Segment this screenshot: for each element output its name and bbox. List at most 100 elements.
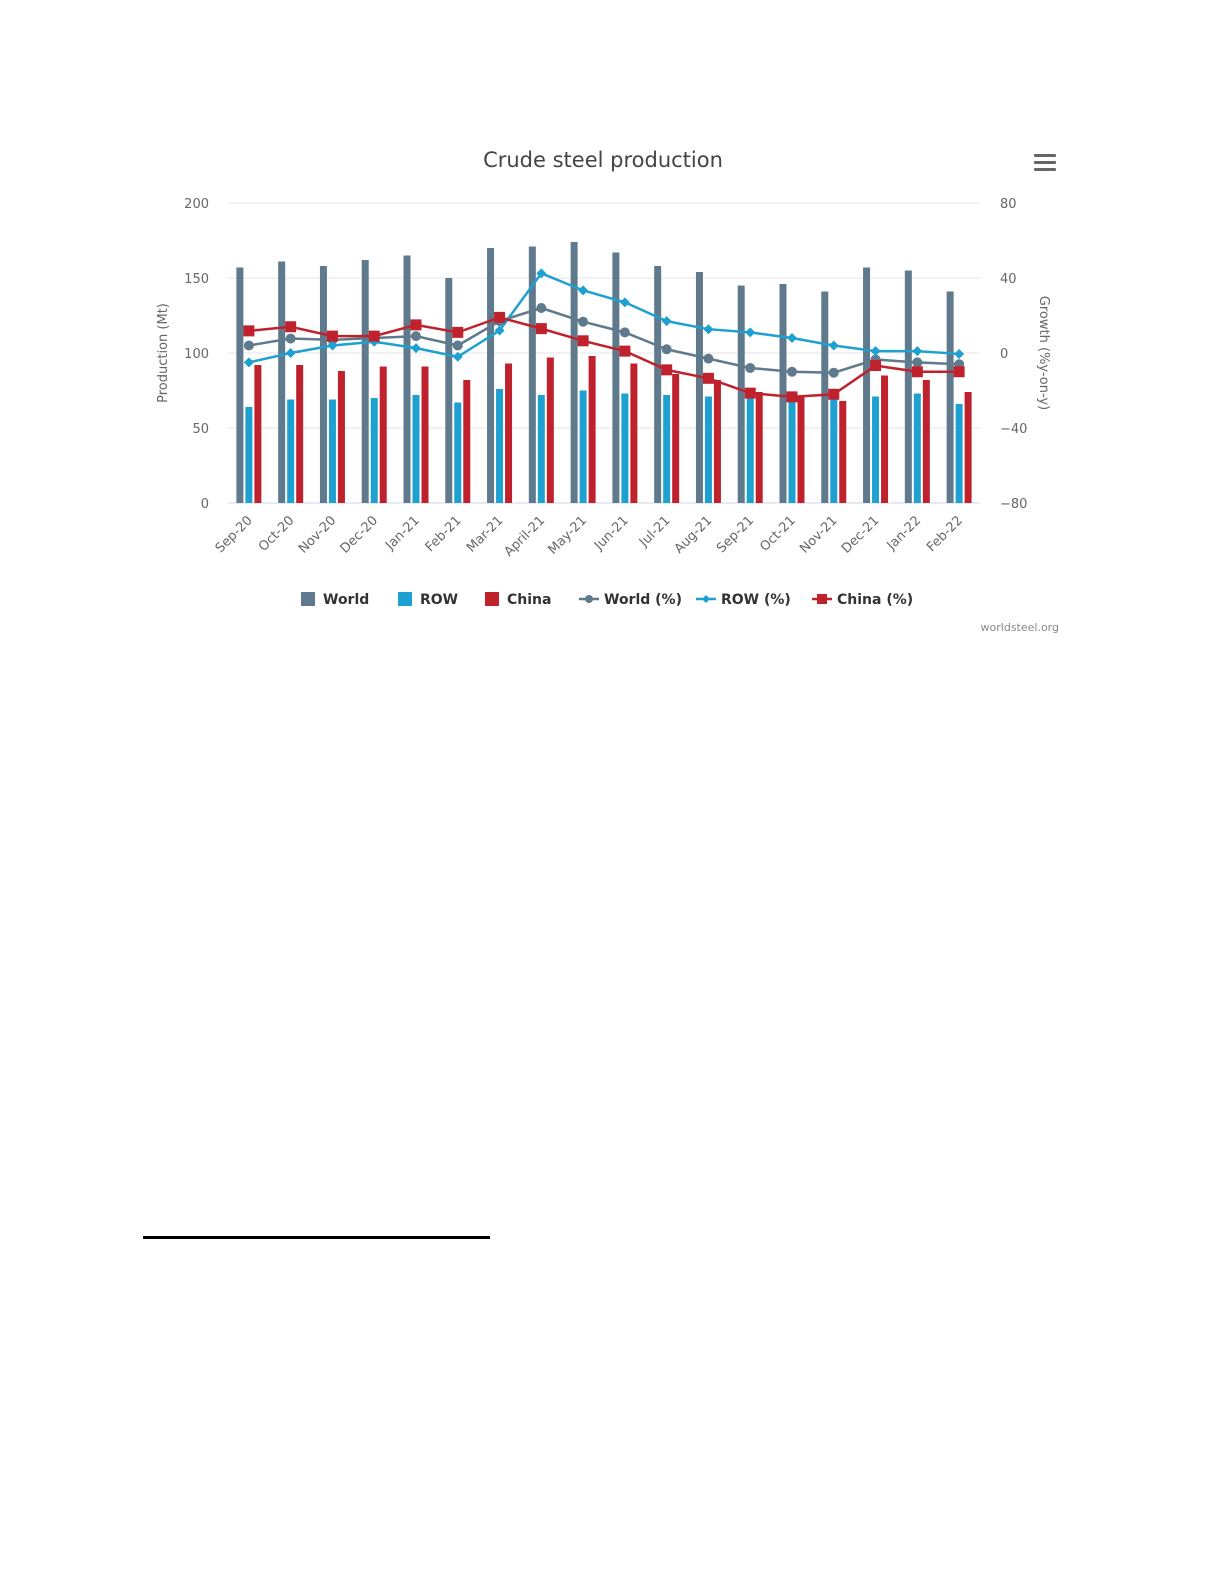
marker-square bbox=[744, 387, 756, 399]
bar-china bbox=[839, 401, 847, 503]
bar-row bbox=[328, 399, 336, 503]
marker-circle bbox=[285, 333, 296, 344]
bar-row bbox=[454, 402, 462, 503]
bar-china bbox=[922, 380, 930, 503]
marker-diamond bbox=[661, 316, 672, 327]
legend-label: China bbox=[507, 592, 551, 608]
marker-square bbox=[243, 325, 255, 337]
marker-circle bbox=[787, 366, 797, 377]
x-tick-label: Sep-20 bbox=[213, 513, 256, 556]
x-tick-label: Jun-21 bbox=[591, 513, 632, 554]
marker-circle bbox=[745, 363, 756, 373]
marker-square bbox=[702, 372, 714, 384]
x-tick-label: April-21 bbox=[502, 513, 549, 560]
marker-diamond bbox=[536, 268, 547, 279]
legend-marker bbox=[817, 594, 827, 604]
bar-world bbox=[403, 255, 411, 503]
x-tick-label: Nov-20 bbox=[296, 513, 339, 556]
x-tick-label: Feb-21 bbox=[423, 513, 465, 555]
bar-row bbox=[370, 398, 378, 503]
x-tick-label: Mar-21 bbox=[464, 513, 506, 555]
bar-row bbox=[788, 399, 796, 503]
marker-diamond bbox=[327, 340, 338, 351]
marker-square bbox=[368, 330, 380, 342]
legend-label: China (%) bbox=[837, 592, 913, 608]
bar-china bbox=[964, 392, 972, 503]
marker-diamond bbox=[243, 357, 254, 368]
bar-row bbox=[663, 395, 671, 503]
marker-circle bbox=[243, 340, 254, 351]
legend-marker bbox=[585, 595, 593, 603]
y-tick-label: 200 bbox=[184, 197, 209, 212]
y2-tick-label: 0 bbox=[1000, 347, 1008, 362]
legend-swatch bbox=[485, 592, 499, 606]
bar-row bbox=[245, 407, 253, 503]
marker-circle bbox=[619, 327, 630, 338]
marker-diamond bbox=[870, 346, 881, 357]
bar-china bbox=[588, 356, 596, 503]
legend-swatch bbox=[301, 592, 315, 606]
bar-world bbox=[904, 270, 912, 503]
bar-world bbox=[319, 266, 327, 503]
bar-world bbox=[946, 291, 954, 503]
y2-tick-label: 80 bbox=[1000, 197, 1017, 212]
marker-diamond bbox=[578, 285, 589, 296]
marker-circle bbox=[536, 303, 547, 313]
bar-china bbox=[713, 380, 721, 503]
x-tick-label: Dec-21 bbox=[839, 513, 882, 556]
bar-china bbox=[379, 366, 387, 503]
y2-tick-label: −80 bbox=[1000, 497, 1027, 512]
x-tick-label: Sep-21 bbox=[714, 513, 757, 556]
x-tick-label: May-21 bbox=[545, 513, 589, 557]
bar-row bbox=[704, 396, 712, 503]
marker-diamond bbox=[828, 340, 839, 351]
bar-china bbox=[546, 357, 554, 503]
crude-steel-chart: Crude steel production 0 50 100 150 200 −80 −40… bbox=[156, 148, 1059, 634]
bar-world bbox=[361, 260, 369, 503]
x-tick-label: Oct-21 bbox=[757, 513, 799, 555]
chart-credit: worldsteel.org bbox=[981, 621, 1059, 634]
marker-square bbox=[410, 319, 422, 331]
marker-circle bbox=[411, 331, 421, 342]
line-row- bbox=[248, 271, 960, 364]
bar-row bbox=[537, 395, 545, 503]
marker-square bbox=[285, 321, 297, 333]
marker-square bbox=[535, 323, 547, 335]
line-world- bbox=[248, 306, 960, 374]
marker-diamond bbox=[912, 346, 923, 357]
y-tick-label: 50 bbox=[192, 422, 209, 437]
x-tick-label: Jul-21 bbox=[636, 513, 673, 550]
bar-world bbox=[528, 246, 536, 503]
bar-world bbox=[487, 248, 495, 503]
bar-world bbox=[737, 285, 745, 503]
bar-row bbox=[955, 404, 963, 503]
bar-china bbox=[630, 363, 638, 503]
bar-china bbox=[254, 365, 262, 503]
marker-square bbox=[452, 326, 464, 338]
marker-square bbox=[619, 345, 631, 357]
bar-row bbox=[412, 395, 420, 503]
marker-square bbox=[786, 391, 798, 403]
y2-tick-label: 40 bbox=[1000, 272, 1017, 287]
bar-china bbox=[672, 374, 680, 503]
x-tick-label: Nov-21 bbox=[797, 513, 840, 556]
bar-world bbox=[236, 267, 244, 503]
marker-square bbox=[577, 335, 589, 347]
y2-axis-title: Growth (%y-on-y) bbox=[1036, 296, 1051, 410]
bar-row bbox=[496, 389, 504, 503]
legend-label: World (%) bbox=[604, 592, 682, 608]
footnote-divider bbox=[143, 1236, 490, 1239]
x-tick-label: Dec-20 bbox=[338, 513, 381, 556]
marker-diamond bbox=[411, 343, 421, 354]
marker-circle bbox=[828, 367, 839, 378]
legend-label: ROW bbox=[420, 592, 458, 608]
chart-menu-icon[interactable] bbox=[1034, 154, 1056, 172]
bar-row bbox=[287, 399, 295, 503]
legend-label: World bbox=[323, 592, 369, 608]
marker-diamond bbox=[494, 325, 505, 336]
marker-diamond bbox=[703, 324, 714, 335]
legend-marker bbox=[702, 595, 710, 603]
marker-diamond bbox=[285, 348, 296, 358]
bar-china bbox=[296, 365, 304, 503]
